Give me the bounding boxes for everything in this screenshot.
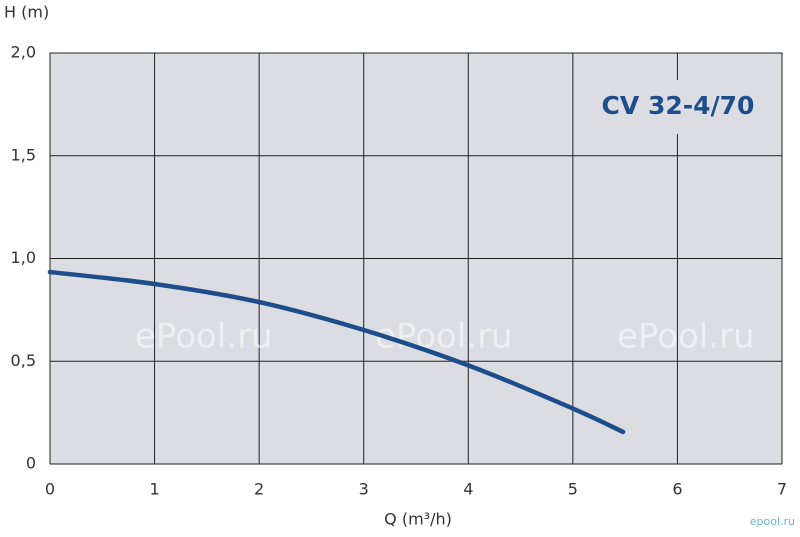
curve (47, 269, 626, 435)
x-tick-label: 1 (149, 480, 159, 499)
y-axis-label: H (m) (4, 3, 49, 22)
x-axis-label: Q (m³/h) (384, 510, 452, 529)
x-tick-label: 5 (568, 480, 578, 499)
watermark: ePool.ru (135, 317, 273, 357)
y-tick-label: 2,0 (11, 43, 36, 62)
x-tick-label: 3 (359, 480, 369, 499)
corner-mark: epool.ru (750, 515, 795, 528)
y-tick-label: 0 (26, 454, 36, 473)
label-box (580, 80, 770, 134)
y-tick-label: 1,5 (11, 145, 36, 164)
x-tick-label: 6 (672, 480, 682, 499)
x-tick-label: 0 (45, 480, 55, 499)
y-tick-label: 1,0 (11, 248, 36, 267)
watermark: l.ru (0, 317, 51, 357)
x-tick-label: 4 (463, 480, 473, 499)
y-tick-label: 0,5 (11, 351, 36, 370)
x-tick-label: 2 (254, 480, 264, 499)
watermark: ePool.ru (375, 317, 513, 357)
annotation: CV 32-4/70 (602, 91, 755, 120)
watermark: ePool.ru (617, 317, 755, 357)
x-tick-label: 7 (777, 480, 787, 499)
